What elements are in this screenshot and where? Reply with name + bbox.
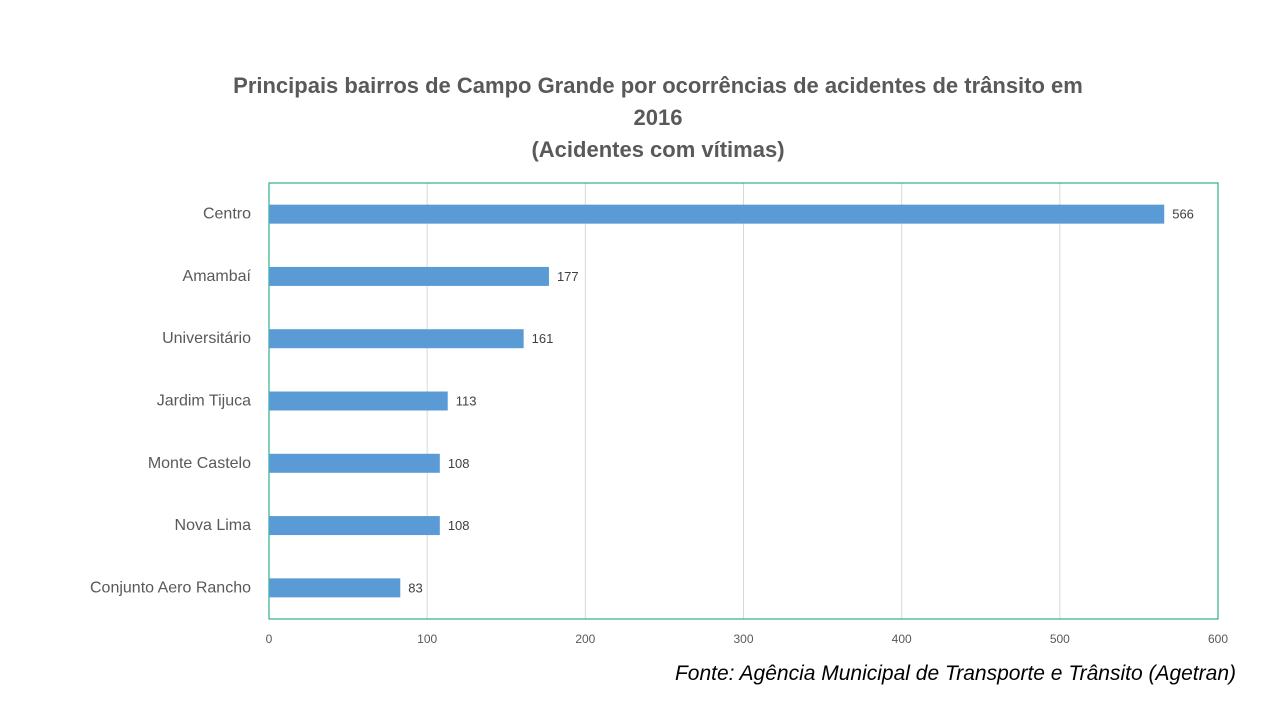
x-tick-label-0: 0: [266, 632, 273, 646]
data-label-6: 83: [408, 580, 422, 595]
category-label-6: Conjunto Aero Rancho: [90, 579, 251, 596]
data-label-3: 113: [456, 394, 477, 409]
bars: [269, 204, 1165, 598]
bar-0: [269, 204, 1165, 224]
chart-title-line-3: (Acidentes com vítimas): [531, 137, 785, 162]
x-tick-label-300: 300: [733, 632, 753, 646]
category-label-5: Nova Lima: [175, 517, 252, 534]
x-tick-label-200: 200: [575, 632, 595, 646]
gridlines: [426, 183, 1219, 619]
category-label-3: Jardim Tijuca: [157, 393, 251, 410]
bar-4: [269, 453, 440, 473]
x-tick-label-500: 500: [1050, 632, 1070, 646]
category-label-1: Amambaí: [183, 268, 252, 285]
category-label-2: Universitário: [162, 330, 251, 347]
chart-title-line-1: Principais bairros de Campo Grande por o…: [233, 73, 1083, 98]
data-label-5: 108: [448, 518, 470, 533]
source-note: Fonte: Agência Municipal de Transporte e…: [674, 662, 1236, 685]
bar-5: [269, 516, 440, 536]
bar-2: [269, 329, 524, 349]
chart-title: Principais bairros de Campo Grande por o…: [0, 70, 1280, 166]
bar-3: [269, 391, 448, 411]
x-tick-label-600: 600: [1208, 632, 1228, 646]
bar-6: [269, 578, 401, 598]
data-labels: 566 177 161 113 108 108 83: [408, 207, 1194, 596]
x-tick-label-400: 400: [892, 632, 912, 646]
chart-title-line-2: 2016: [633, 105, 683, 130]
data-label-4: 108: [448, 456, 470, 471]
data-label-1: 177: [557, 269, 579, 284]
data-label-2: 161: [532, 331, 554, 346]
x-axis-tick-labels: 0 100 200 300 400 500 600: [266, 632, 1229, 646]
bar-1: [269, 266, 549, 286]
category-labels: Centro Amambaí Universitário Jardim Tijuca M…: [90, 206, 252, 597]
data-label-0: 566: [1172, 207, 1194, 222]
x-tick-label-100: 100: [417, 632, 437, 646]
category-label-4: Monte Castelo: [148, 455, 251, 472]
category-label-0: Centro: [203, 206, 251, 223]
